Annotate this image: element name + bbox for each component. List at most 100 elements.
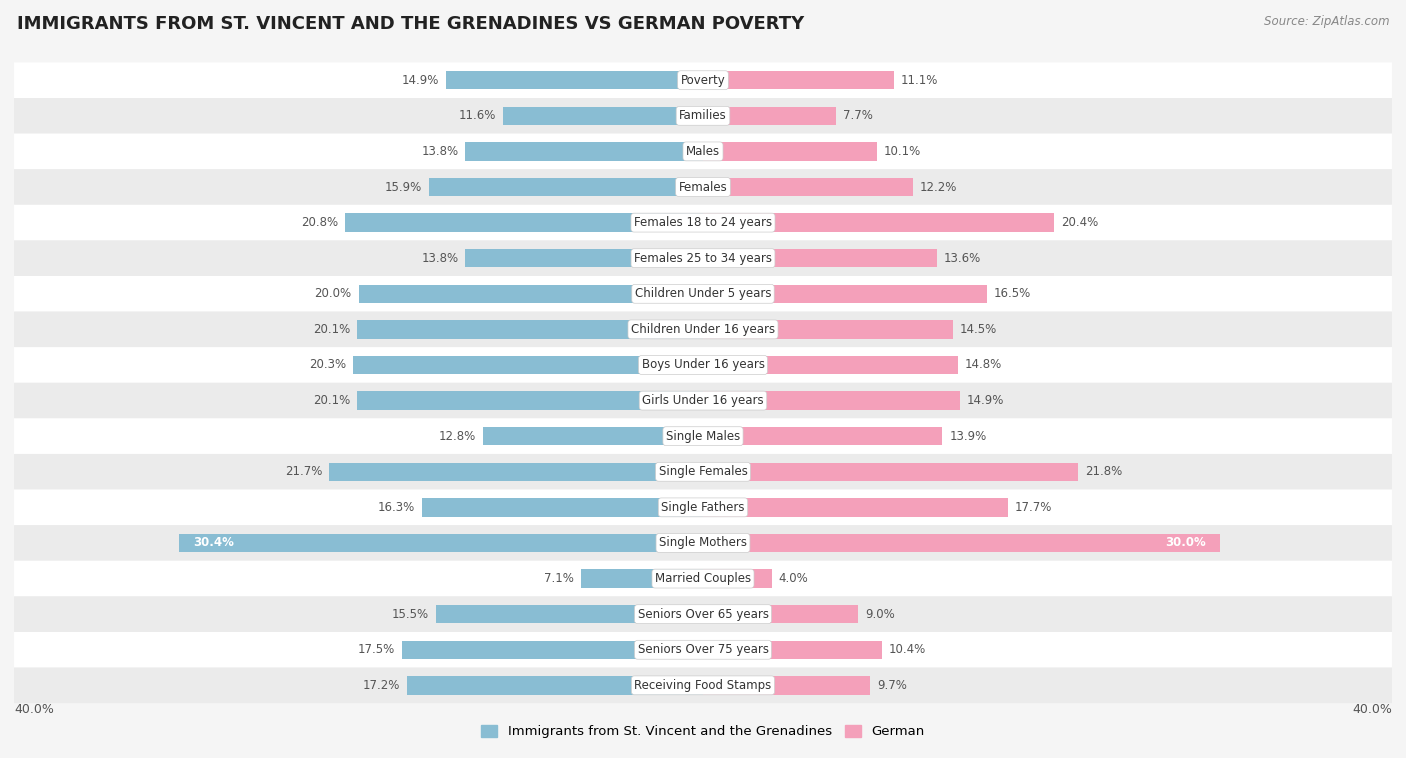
Bar xyxy=(180,534,703,553)
FancyBboxPatch shape xyxy=(14,632,1392,668)
Text: 17.7%: 17.7% xyxy=(1015,501,1052,514)
FancyBboxPatch shape xyxy=(14,668,1392,703)
Bar xyxy=(703,178,912,196)
Bar xyxy=(357,391,703,410)
Text: Females: Females xyxy=(679,180,727,193)
Bar xyxy=(703,641,882,659)
Text: 10.4%: 10.4% xyxy=(889,644,927,656)
Text: 14.5%: 14.5% xyxy=(960,323,997,336)
Text: 7.1%: 7.1% xyxy=(544,572,574,585)
Text: 20.4%: 20.4% xyxy=(1062,216,1098,229)
Bar xyxy=(422,498,703,517)
Text: 15.5%: 15.5% xyxy=(392,608,429,621)
FancyBboxPatch shape xyxy=(14,98,1392,133)
FancyBboxPatch shape xyxy=(14,62,1392,98)
Bar xyxy=(359,284,703,303)
Bar xyxy=(703,569,772,587)
Text: 40.0%: 40.0% xyxy=(14,703,53,716)
Text: Females 25 to 34 years: Females 25 to 34 years xyxy=(634,252,772,265)
Text: Poverty: Poverty xyxy=(681,74,725,86)
Text: 17.5%: 17.5% xyxy=(357,644,395,656)
Text: Single Mothers: Single Mothers xyxy=(659,537,747,550)
Bar xyxy=(703,427,942,446)
Text: 40.0%: 40.0% xyxy=(1353,703,1392,716)
Text: 14.8%: 14.8% xyxy=(965,359,1002,371)
Text: Married Couples: Married Couples xyxy=(655,572,751,585)
FancyBboxPatch shape xyxy=(14,454,1392,490)
Bar xyxy=(703,462,1078,481)
Text: Families: Families xyxy=(679,109,727,122)
Bar xyxy=(402,641,703,659)
Bar xyxy=(465,249,703,268)
FancyBboxPatch shape xyxy=(14,276,1392,312)
Text: 11.6%: 11.6% xyxy=(458,109,496,122)
Bar xyxy=(353,356,703,374)
Bar xyxy=(465,143,703,161)
FancyBboxPatch shape xyxy=(14,205,1392,240)
Text: 30.0%: 30.0% xyxy=(1166,537,1206,550)
Bar xyxy=(703,356,957,374)
Bar xyxy=(703,498,1008,517)
Text: Children Under 5 years: Children Under 5 years xyxy=(634,287,772,300)
Text: Seniors Over 65 years: Seniors Over 65 years xyxy=(637,608,769,621)
Bar xyxy=(329,462,703,481)
Bar xyxy=(703,249,938,268)
FancyBboxPatch shape xyxy=(14,347,1392,383)
FancyBboxPatch shape xyxy=(14,312,1392,347)
Text: 16.3%: 16.3% xyxy=(378,501,415,514)
Bar xyxy=(344,213,703,232)
Text: Males: Males xyxy=(686,145,720,158)
Bar xyxy=(703,605,858,623)
Text: Females 18 to 24 years: Females 18 to 24 years xyxy=(634,216,772,229)
Bar xyxy=(703,534,1219,553)
Text: 14.9%: 14.9% xyxy=(402,74,440,86)
Text: 20.8%: 20.8% xyxy=(301,216,337,229)
Text: Children Under 16 years: Children Under 16 years xyxy=(631,323,775,336)
FancyBboxPatch shape xyxy=(14,418,1392,454)
FancyBboxPatch shape xyxy=(14,133,1392,169)
Text: 15.9%: 15.9% xyxy=(385,180,422,193)
Text: 13.9%: 13.9% xyxy=(949,430,987,443)
FancyBboxPatch shape xyxy=(14,240,1392,276)
FancyBboxPatch shape xyxy=(14,169,1392,205)
Bar xyxy=(703,213,1054,232)
Text: 20.3%: 20.3% xyxy=(309,359,346,371)
Text: Single Females: Single Females xyxy=(658,465,748,478)
Text: Single Males: Single Males xyxy=(666,430,740,443)
Bar xyxy=(406,676,703,694)
Text: IMMIGRANTS FROM ST. VINCENT AND THE GRENADINES VS GERMAN POVERTY: IMMIGRANTS FROM ST. VINCENT AND THE GREN… xyxy=(17,15,804,33)
FancyBboxPatch shape xyxy=(14,490,1392,525)
Text: Receiving Food Stamps: Receiving Food Stamps xyxy=(634,679,772,692)
Bar xyxy=(703,284,987,303)
Text: 13.8%: 13.8% xyxy=(422,145,458,158)
FancyBboxPatch shape xyxy=(14,383,1392,418)
Bar xyxy=(429,178,703,196)
Text: Source: ZipAtlas.com: Source: ZipAtlas.com xyxy=(1264,15,1389,28)
Text: 14.9%: 14.9% xyxy=(966,394,1004,407)
Legend: Immigrants from St. Vincent and the Grenadines, German: Immigrants from St. Vincent and the Gren… xyxy=(477,719,929,744)
Text: 10.1%: 10.1% xyxy=(884,145,921,158)
Text: Seniors Over 75 years: Seniors Over 75 years xyxy=(637,644,769,656)
Text: 13.6%: 13.6% xyxy=(945,252,981,265)
FancyBboxPatch shape xyxy=(14,597,1392,632)
Text: 20.0%: 20.0% xyxy=(315,287,352,300)
Bar xyxy=(703,71,894,89)
Text: Single Fathers: Single Fathers xyxy=(661,501,745,514)
Text: 11.1%: 11.1% xyxy=(901,74,938,86)
Bar xyxy=(446,71,703,89)
FancyBboxPatch shape xyxy=(14,525,1392,561)
Bar xyxy=(357,320,703,339)
Text: 30.4%: 30.4% xyxy=(193,537,233,550)
Text: 20.1%: 20.1% xyxy=(312,323,350,336)
Text: 9.7%: 9.7% xyxy=(877,679,907,692)
Bar xyxy=(703,676,870,694)
Text: 21.8%: 21.8% xyxy=(1085,465,1122,478)
Bar xyxy=(482,427,703,446)
Text: Girls Under 16 years: Girls Under 16 years xyxy=(643,394,763,407)
FancyBboxPatch shape xyxy=(14,561,1392,597)
Text: 20.1%: 20.1% xyxy=(312,394,350,407)
Text: 7.7%: 7.7% xyxy=(842,109,872,122)
Text: 12.2%: 12.2% xyxy=(920,180,957,193)
Bar xyxy=(703,143,877,161)
Text: 17.2%: 17.2% xyxy=(363,679,399,692)
